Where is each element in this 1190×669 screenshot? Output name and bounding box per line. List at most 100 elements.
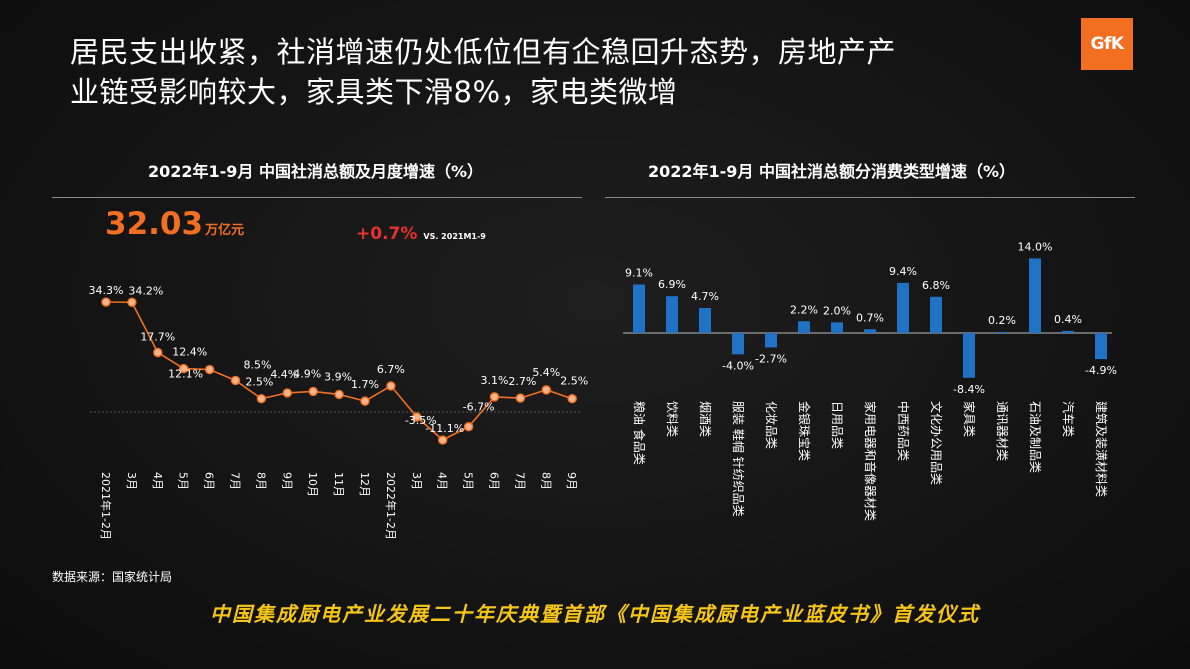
bar-x-tick-label: 中西药品类 [896, 401, 911, 461]
line-chart-title: 2022年1-9月 中国社消总额及月度增速（%） [148, 162, 484, 181]
bar [930, 296, 942, 333]
bar [831, 322, 843, 333]
bar-data-label: 2.2% [790, 303, 818, 316]
line-point [567, 394, 577, 404]
bar-chart-title: 2022年1-9月 中国社消总额分消费类型增速（%） [648, 162, 1016, 181]
line-point [308, 386, 318, 397]
bar [798, 321, 810, 333]
line-x-tick-label: 5月 [177, 472, 190, 490]
line-point [334, 389, 344, 400]
bar-x-tick-label: 服装 鞋帽 针纺织品类 [731, 401, 746, 517]
bar-data-label: 9.1% [625, 266, 653, 279]
line-data-label: 8.5% [244, 358, 272, 371]
line-point [412, 412, 422, 422]
line-point [127, 297, 137, 308]
bar-x-tick-label: 化妆品类 [764, 401, 778, 449]
line-data-label: 5.4% [532, 366, 560, 379]
bar-data-label: -4.9% [1085, 364, 1117, 377]
bar [897, 282, 909, 333]
line-point [489, 392, 500, 402]
line-data-label: 34.3% [89, 284, 124, 297]
bar-data-label: 0.2% [988, 314, 1016, 327]
line-point [153, 347, 163, 358]
line-point [230, 375, 241, 386]
right-title-divider [605, 197, 1135, 198]
bar [963, 333, 975, 378]
line-x-tick-label: 2022年1-2月 [384, 472, 398, 540]
line-x-tick-label: 4月 [436, 472, 449, 490]
data-source: 数据来源：国家统计局 [52, 570, 173, 584]
line-data-label: 4.9% [293, 367, 321, 380]
bar [666, 296, 678, 333]
line-point [282, 388, 292, 398]
bar [1062, 330, 1074, 333]
line-data-label: 3.9% [324, 370, 352, 383]
page-title-line1: 居民支出收紧，社消增速仍处低位但有企稳回升态势，房地产产 [70, 35, 897, 69]
bar-data-label: -8.4% [953, 383, 985, 396]
line-data-label: 4.4% [270, 368, 298, 381]
line-data-label: 2.5% [560, 375, 588, 388]
bar [996, 331, 1008, 333]
kpi-growth: +0.7% VS. 2021M1-9 [356, 224, 486, 244]
left-title-divider [52, 197, 582, 198]
line-point [256, 394, 267, 404]
line-point [515, 393, 526, 403]
line-data-label: 12.1% [168, 368, 203, 381]
bar-x-tick-label: 通讯器材类 [995, 401, 1009, 461]
bar-x-tick-label: 建筑及装潢材料类 [1094, 401, 1109, 497]
line-x-tick-label: 6月 [203, 472, 216, 490]
bar [699, 307, 711, 333]
line-point [204, 364, 215, 375]
bar-data-label: 9.4% [889, 265, 917, 278]
bar [732, 333, 744, 355]
bar-x-tick-label: 金银珠宝类 [797, 401, 812, 461]
bar-x-tick-label: 石油及制品类 [1028, 401, 1042, 473]
bar-data-label: 6.9% [658, 278, 686, 291]
kpi-total-retail-sales: 32.03 万亿元 [105, 206, 244, 242]
bar-data-label: -2.7% [755, 352, 787, 365]
line-point [386, 381, 396, 391]
line-data-label: 1.7% [351, 378, 379, 391]
line-x-tick-label: 8月 [254, 472, 267, 490]
line-point [101, 297, 111, 307]
line-x-tick-label: 9月 [280, 472, 293, 490]
bar-x-tick-label: 日用品类 [830, 401, 844, 449]
line-point [360, 396, 370, 406]
bar-x-tick-label: 家用电器和音像器材类 [863, 401, 878, 521]
line-x-tick-label: 11月 [332, 472, 345, 497]
line-point [438, 435, 448, 445]
line-point [541, 385, 551, 395]
page-title: 居民支出收紧，社消增速仍处低位但有企稳回升态势，房地产产 业链受影响较大，家具类… [70, 32, 1070, 112]
bar-x-tick-label: 家具类 [962, 401, 977, 437]
line-x-tick-label: 3月 [125, 472, 138, 490]
line-x-tick-label: 12月 [358, 472, 371, 497]
bar [864, 329, 876, 333]
line-x-tick-label: 4月 [151, 472, 164, 490]
bar [1095, 333, 1107, 360]
line-x-tick-label: 10月 [306, 472, 319, 497]
line-data-label: 3.1% [481, 374, 509, 387]
line-data-label: 6.7% [377, 363, 405, 376]
bar-data-label: 14.0% [1018, 240, 1053, 253]
bar-x-tick-label: 烟酒类 [698, 401, 712, 437]
bar [1029, 258, 1041, 333]
bar-x-tick-label: 粮油 食品类 [632, 401, 647, 465]
line-x-tick-label: 8月 [539, 472, 552, 490]
kpi-value: 32.03 [105, 206, 204, 242]
bar-data-label: 2.0% [823, 304, 851, 317]
line-x-tick-label: 2021年1-2月 [99, 472, 113, 540]
line-data-label: 34.2% [128, 284, 163, 297]
line-data-label: 2.7% [508, 375, 536, 388]
line-x-tick-label: 6月 [488, 472, 501, 490]
bar-data-label: 4.7% [691, 290, 719, 303]
gfk-logo: GfK [1081, 18, 1133, 70]
line-x-tick-label: 7月 [513, 472, 526, 490]
bar [633, 284, 645, 333]
line-data-label: -3.5% [405, 414, 437, 427]
line-x-tick-label: 7月 [229, 472, 242, 490]
line-x-tick-label: 9月 [565, 472, 578, 490]
line-data-label: -6.7% [463, 401, 495, 414]
bar [765, 333, 777, 348]
kpi-change: +0.7% [356, 224, 418, 244]
line-chart: 34.3% 34.2%17.7%12.4%12.1%8.5%2.5%4.4%4.9… [89, 284, 589, 540]
